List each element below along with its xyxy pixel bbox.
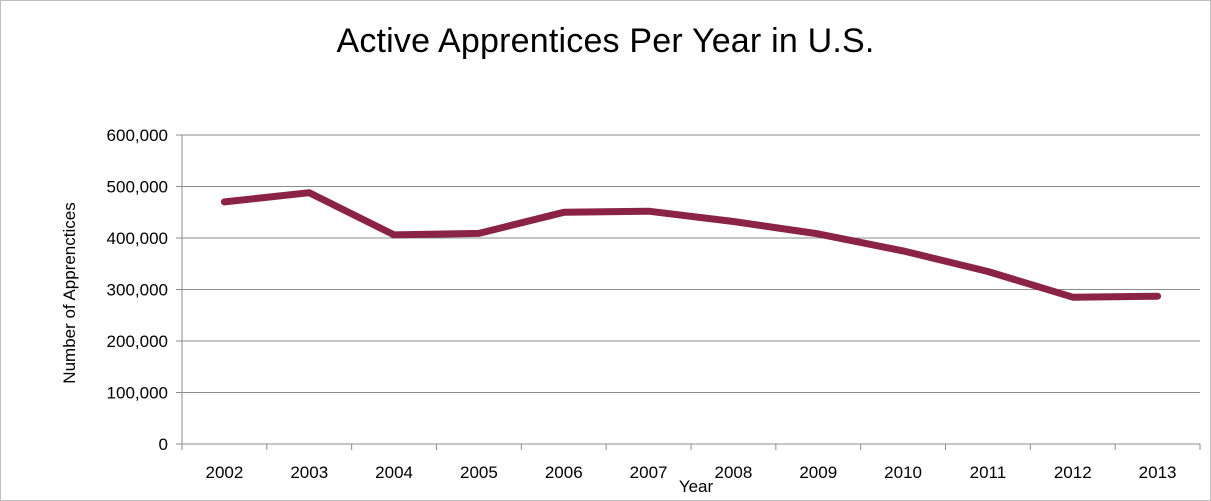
x-tick-label: 2010	[884, 463, 922, 482]
y-axis-title: Number of Apprenctices	[60, 202, 79, 383]
x-tick-label: 2012	[1054, 463, 1092, 482]
chart-title: Active Apprentices Per Year in U.S.	[336, 22, 875, 60]
x-tick-label: 2006	[545, 463, 583, 482]
x-tick-labels: 2002 2003 2004 2005 2006 2007 2008 2009 2010 2011…	[206, 463, 1177, 482]
y-tick-label: 600,000	[107, 126, 168, 145]
x-tick-label: 2003	[290, 463, 328, 482]
y-tick-label: 100,000	[107, 384, 168, 403]
y-tick-label: 500,000	[107, 178, 168, 197]
axes	[176, 134, 1201, 450]
series-layer	[220, 189, 1162, 301]
y-tick-label: 400,000	[107, 229, 168, 248]
y-tick-label: 200,000	[107, 332, 168, 351]
y-tick-label: 300,000	[107, 281, 168, 300]
x-tick-label: 2009	[799, 463, 837, 482]
x-tick-label: 2008	[715, 463, 753, 482]
x-tick-label: 2007	[630, 463, 668, 482]
y-tick-label: 0	[159, 435, 168, 454]
x-tick-label: 2005	[460, 463, 498, 482]
x-tick-label: 2013	[1139, 463, 1177, 482]
gridlines	[182, 134, 1200, 393]
y-tick-labels: 0 100,000 200,000 300,000 400,000 500,000 600,…	[107, 126, 168, 454]
x-tick-label: 2004	[375, 463, 413, 482]
x-tick-label: 2011	[970, 463, 1007, 482]
x-axis-title: Year	[679, 477, 714, 496]
x-tick-label: 2002	[206, 463, 244, 482]
series-line	[220, 189, 1162, 301]
